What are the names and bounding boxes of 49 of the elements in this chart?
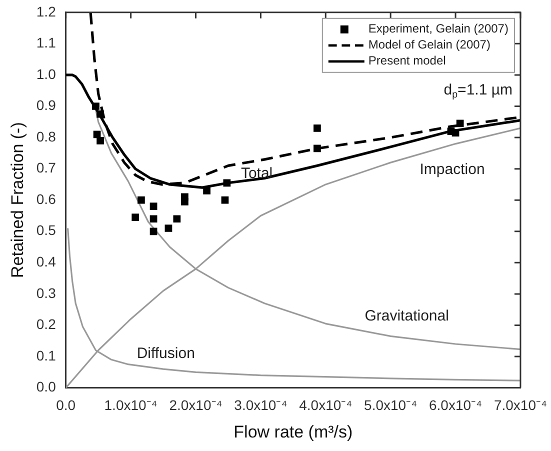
point [173, 215, 181, 223]
y-tick-label: 1.1 [36, 34, 56, 51]
point [150, 228, 158, 236]
point [150, 215, 158, 223]
point [150, 202, 158, 210]
point [203, 187, 210, 194]
point [132, 214, 140, 221]
legend-label: Experiment, Gelain (2007) [368, 22, 508, 36]
x-tick-label: 5.0x10⁻⁴ [364, 397, 418, 414]
point [92, 102, 100, 110]
x-tick-label: 6.0x10⁻⁴ [429, 397, 482, 414]
point [314, 124, 321, 132]
point [96, 110, 104, 118]
x-tick-label: 1.0x10⁻⁴ [104, 397, 158, 414]
legend-label: Model of Gelain (2007) [368, 38, 490, 52]
point [223, 179, 231, 187]
y-tick-label: 0.6 [36, 190, 56, 207]
y-tick-label: 1.0 [36, 66, 56, 82]
annotation: Diffusion [136, 345, 195, 362]
point [164, 224, 172, 232]
y-tick-label: 0.2 [36, 316, 56, 332]
annotation: Gravitational [364, 308, 449, 325]
point [96, 136, 104, 144]
y-tick-label: 0.3 [36, 284, 56, 301]
y-tick-label: 1.2 [36, 3, 56, 20]
point [456, 120, 464, 128]
x-axis-title: Flow rate (m³/s) [234, 422, 353, 442]
x-tick-label: 2.0x10⁻⁴ [169, 397, 222, 414]
y-tick-label: 0.5 [36, 222, 56, 238]
y-axis-title: Retained Fraction (-) [8, 122, 27, 278]
x-tick-label: 4.0x10⁻⁴ [299, 397, 352, 414]
point [93, 130, 101, 138]
y-tick-label: 0.9 [36, 97, 56, 114]
x-tick-label: 3.0x10⁻⁴ [234, 397, 288, 414]
point [452, 129, 460, 137]
point [181, 198, 188, 206]
annotation: Impaction [420, 161, 485, 178]
y-tick-label: 0.8 [36, 128, 56, 144]
y-tick-label: 0.4 [36, 254, 56, 270]
point [314, 144, 321, 152]
y-tick-label: 0.1 [36, 347, 56, 364]
annotation: Total [240, 164, 273, 182]
legend-label: Present model [368, 54, 446, 68]
x-tick-label: 0.0 [56, 397, 76, 414]
point [221, 196, 229, 204]
point [138, 196, 145, 204]
y-tick-label: 0.0 [36, 378, 56, 395]
x-tick-label: 7.0x10⁻⁴ [494, 397, 548, 414]
y-tick-label: 0.7 [36, 160, 56, 176]
